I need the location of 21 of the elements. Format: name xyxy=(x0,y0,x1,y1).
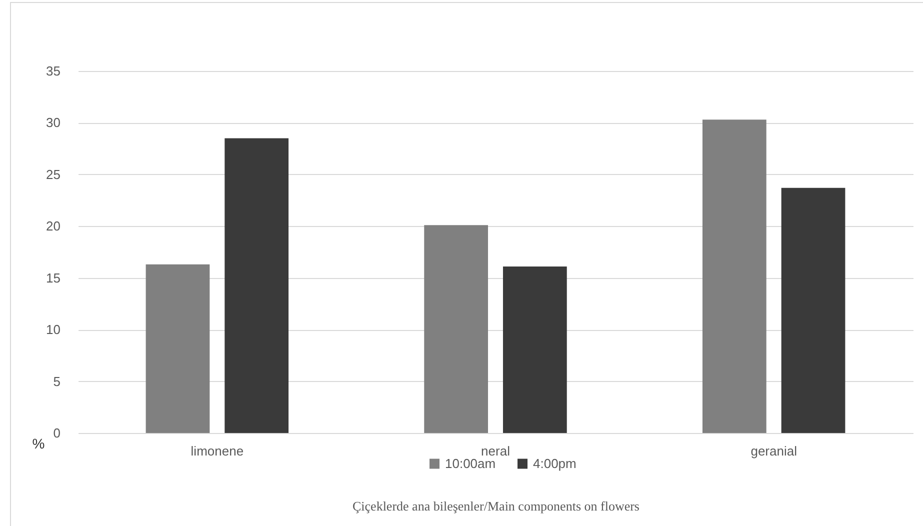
y-tick-label: 30 xyxy=(46,115,60,130)
x-tick-label: limonene xyxy=(190,444,244,458)
x-tick-label: geranial xyxy=(750,444,798,458)
y-tick-label: 5 xyxy=(53,374,60,389)
bar xyxy=(702,120,766,433)
bar xyxy=(424,225,488,433)
y-tick-label: 35 xyxy=(46,64,60,78)
x-tick-label: neral xyxy=(481,444,510,458)
y-axis-title: % xyxy=(32,436,45,452)
legend-label: 10:00am xyxy=(445,456,496,471)
y-tick-label: 20 xyxy=(46,218,60,234)
bar xyxy=(502,266,567,433)
y-tick-label: 0 xyxy=(53,426,60,440)
y-tick-label: 25 xyxy=(46,166,60,182)
y-tick-label: 15 xyxy=(46,270,60,286)
bar xyxy=(146,264,210,433)
bar xyxy=(224,138,289,433)
y-tick-label: 10 xyxy=(46,322,60,338)
x-axis-title: Çiçeklerde ana bileşenler/Main components on flowers xyxy=(352,498,640,514)
bar xyxy=(781,188,846,433)
legend-label: 4:00pm xyxy=(533,456,576,471)
